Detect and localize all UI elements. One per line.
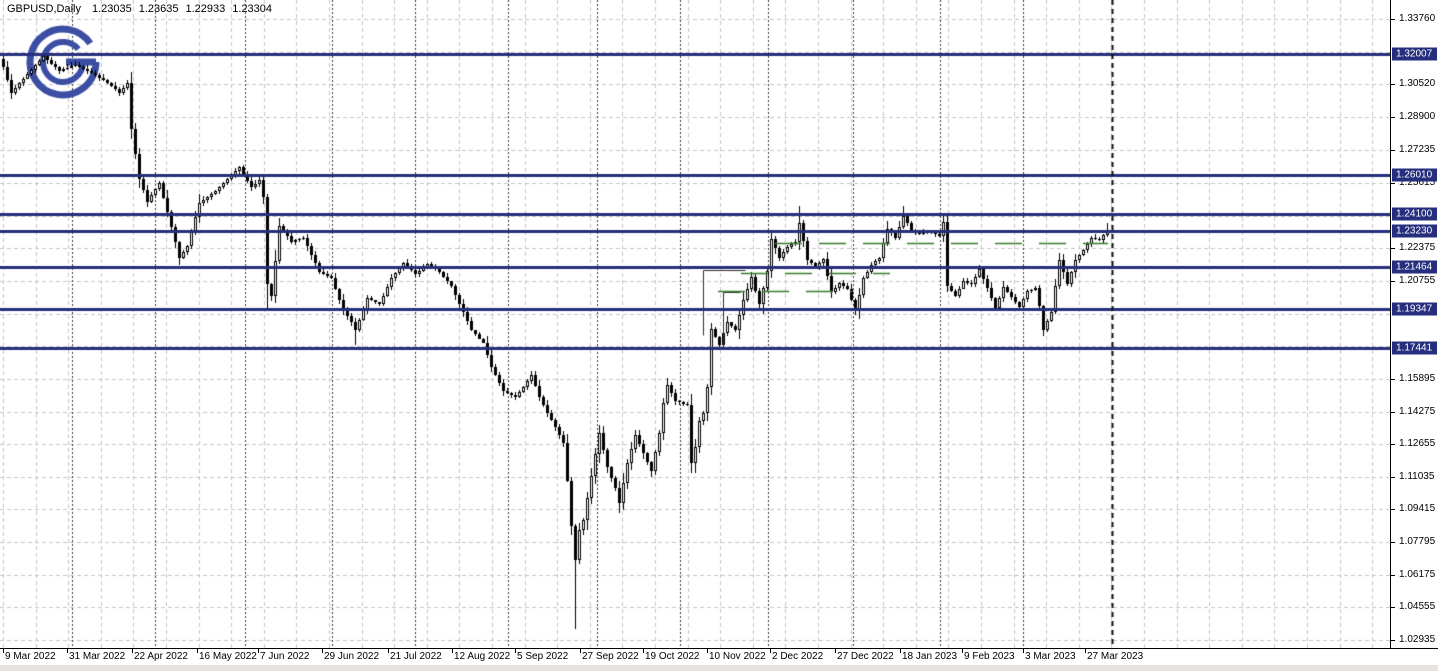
price-axis-label: 1.11035	[1399, 471, 1435, 482]
chart-title: GBPUSD,Daily 1.23035 1.23635 1.22933 1.2…	[7, 3, 272, 15]
date-axis-tick	[835, 649, 836, 653]
date-axis-tick	[322, 649, 323, 653]
price-axis-label: 1.06175	[1399, 569, 1436, 580]
price-axis-tick	[1391, 84, 1395, 85]
date-axis-tick	[197, 649, 198, 653]
price-axis-tick	[1391, 477, 1395, 478]
price-axis-tick	[1391, 248, 1395, 249]
price-axis-tick	[1391, 183, 1395, 184]
date-axis-label: 10 Nov 2022	[709, 651, 766, 662]
price-axis-tick	[1391, 379, 1395, 380]
price-axis-label: 1.27235	[1399, 144, 1436, 155]
price-axis-tick	[1391, 412, 1395, 413]
price-level-badge: 1.21464	[1392, 260, 1437, 274]
ohlc-close: 1.23304	[232, 3, 273, 15]
ohlc-open: 1.23035	[91, 3, 132, 15]
date-axis-tick	[580, 649, 581, 653]
date-axis-label: 3 Mar 2023	[1025, 651, 1076, 662]
price-axis-tick	[1391, 542, 1395, 543]
price-axis-label: 1.33760	[1399, 13, 1436, 24]
price-axis-label: 1.09415	[1399, 503, 1436, 514]
date-axis-tick	[900, 649, 901, 653]
date-axis-label: 5 Sep 2022	[517, 651, 569, 662]
date-axis-label: 19 Oct 2022	[645, 651, 700, 662]
date-axis-tick	[770, 649, 771, 653]
date-axis-label: 12 Aug 2022	[454, 651, 511, 662]
date-axis-tick	[132, 649, 133, 653]
price-axis-label: 1.30520	[1399, 78, 1436, 89]
ohlc-high: 1.23635	[138, 3, 179, 15]
date-axis-tick	[707, 649, 708, 653]
price-axis-label: 1.04555	[1399, 601, 1436, 612]
date-axis-tick	[962, 649, 963, 653]
date-axis-label: 27 Sep 2022	[582, 651, 639, 662]
date-axis-label: 22 Apr 2022	[134, 651, 188, 662]
price-level-badge: 1.24100	[1392, 207, 1437, 221]
price-axis-label: 1.07795	[1399, 536, 1436, 547]
date-axis-label: 16 May 2022	[199, 651, 257, 662]
price-axis-label: 1.28900	[1399, 111, 1436, 122]
price-axis-tick	[1391, 607, 1395, 608]
ohlc-low: 1.22933	[185, 3, 226, 15]
price-axis-label: 1.22375	[1399, 242, 1436, 253]
price-axis-label: 1.20755	[1399, 275, 1436, 286]
price-level-badge: 1.23230	[1392, 224, 1437, 238]
date-axis-tick	[1085, 649, 1086, 653]
date-axis-tick	[515, 649, 516, 653]
date-axis-label: 21 Jul 2022	[390, 651, 442, 662]
price-axis-tick	[1391, 640, 1395, 641]
price-axis-tick	[1391, 575, 1395, 576]
price-level-badge: 1.26010	[1392, 168, 1437, 182]
price-axis-tick	[1391, 281, 1395, 282]
price-axis-tick	[1391, 19, 1395, 20]
price-axis-label: 1.12655	[1399, 438, 1436, 449]
price-axis-tick	[1391, 117, 1395, 118]
price-axis-label: 1.14275	[1399, 406, 1436, 417]
symbol-timeframe-label: GBPUSD,Daily	[7, 3, 81, 15]
date-axis-label: 7 Jun 2022	[260, 651, 310, 662]
date-axis[interactable]: 9 Mar 2022 31 Mar 2022 22 Apr 2022 16 May 2…	[0, 648, 1438, 664]
price-axis-label: 1.15895	[1399, 373, 1436, 384]
date-axis-label: 27 Mar 2023	[1087, 651, 1144, 662]
price-axis-label: 1.25615	[1399, 177, 1436, 188]
date-axis-tick	[3, 649, 4, 653]
date-axis-label: 27 Dec 2022	[837, 651, 894, 662]
price-level-badge: 1.17441	[1392, 341, 1437, 355]
date-axis-tick	[1023, 649, 1024, 653]
date-axis-label: 9 Feb 2023	[964, 651, 1015, 662]
price-axis-tick	[1391, 509, 1395, 510]
price-axis-tick	[1391, 444, 1395, 445]
price-axis[interactable]: 1.33760 1.30520 1.28900 1.27235 1.25615 1.223…	[1390, 0, 1438, 648]
date-axis-tick	[643, 649, 644, 653]
date-axis-label: 31 Mar 2022	[69, 651, 126, 662]
date-axis-label: 29 Jun 2022	[324, 651, 380, 662]
price-axis-label: 1.02935	[1399, 634, 1436, 645]
date-axis-label: 18 Jan 2023	[902, 651, 958, 662]
date-axis-label: 2 Dec 2022	[772, 651, 824, 662]
price-axis-tick	[1391, 150, 1395, 151]
window-bottom-strip	[0, 664, 1438, 671]
price-level-badge: 1.32007	[1392, 47, 1437, 61]
date-axis-tick	[452, 649, 453, 653]
price-level-badge: 1.19347	[1392, 302, 1437, 316]
date-axis-tick	[258, 649, 259, 653]
chart-canvas[interactable]	[0, 0, 1390, 648]
date-axis-tick	[388, 649, 389, 653]
date-axis-tick	[67, 649, 68, 653]
date-axis-label: 9 Mar 2022	[5, 651, 56, 662]
